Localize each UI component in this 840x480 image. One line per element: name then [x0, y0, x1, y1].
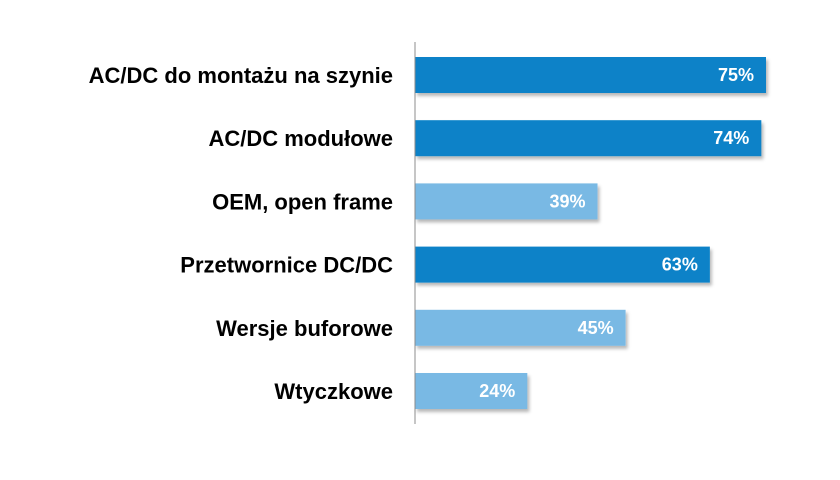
category-label-0: AC/DC do montażu na szynie [89, 63, 393, 88]
category-label-3: Przetwornice DC/DC [180, 253, 393, 278]
category-label-4: Wersje buforowe [216, 316, 393, 341]
bar-0 [415, 57, 766, 93]
data-label-5: 24% [479, 381, 515, 401]
data-label-1: 74% [713, 128, 749, 148]
category-label-5: Wtyczkowe [274, 379, 393, 404]
category-label-2: OEM, open frame [212, 189, 393, 214]
labels-layer: 75% AC/DC do montażu na szynie 74% AC/DC mo… [89, 63, 754, 404]
bar-1 [415, 120, 762, 157]
data-label-4: 45% [578, 318, 614, 338]
bar-4 [415, 309, 626, 346]
bar-5 [415, 373, 528, 409]
data-label-2: 39% [549, 191, 585, 211]
category-label-1: AC/DC modułowe [208, 126, 393, 151]
data-label-3: 63% [662, 255, 698, 275]
data-label-0: 75% [718, 65, 754, 85]
bars-layer [415, 57, 766, 409]
bar-2 [415, 183, 598, 220]
bar-3 [415, 246, 710, 283]
